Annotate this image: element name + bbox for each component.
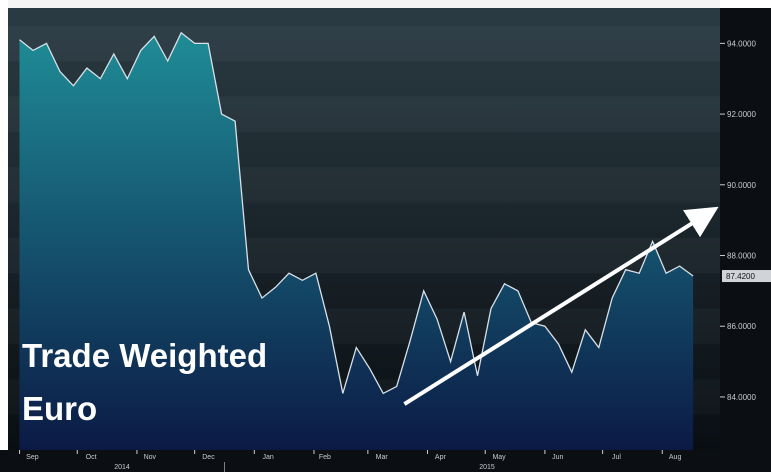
x-tick-label: Jun: [552, 454, 563, 461]
y-axis-background: [720, 8, 771, 450]
y-tick-label: 88.0000: [727, 252, 756, 261]
x-axis: Sep Oct Nov Dec Jan Feb Mar Apr May Jun Jul Aug 2014…: [0, 450, 771, 472]
x-tick-label: May: [492, 454, 506, 461]
x-axis-background: [0, 450, 771, 472]
y-axis: 94.0000 92.0000 90.0000 88.0000 86.0000 84.00…: [720, 8, 771, 450]
chart-overlay-title: Trade Weighted Euro: [22, 330, 267, 436]
series-area-fill: [19, 32, 694, 451]
last-value-label: 87.4200: [726, 272, 755, 281]
y-tick-label: 94.0000: [727, 39, 756, 48]
x-tick-label: Aug: [669, 454, 682, 461]
overlay-title-line-1: Trade Weighted: [22, 337, 268, 374]
x-tick-label: Nov: [144, 454, 157, 461]
y-tick-label: 86.0000: [727, 322, 756, 331]
x-tick-label: Dec: [202, 454, 215, 461]
last-value-box: [722, 270, 771, 283]
x-tick-label: Jul: [612, 454, 621, 461]
y-tick-label: 92.0000: [727, 110, 756, 119]
x-tick-label: Sep: [26, 454, 39, 461]
last-value-marker: 87.4200: [722, 270, 771, 283]
year-label: 2014: [114, 464, 130, 471]
x-tick-label: Jan: [262, 454, 273, 461]
y-tick-label: 84.0000: [727, 393, 756, 402]
x-tick-label: Feb: [319, 454, 331, 461]
x-tick-label: Mar: [376, 454, 389, 461]
overlay-title-line-2: Euro: [22, 389, 98, 427]
y-tick-label: 90.0000: [727, 181, 756, 190]
x-tick-label: Oct: [86, 454, 97, 461]
trend-arrow: [403, 206, 719, 406]
series-line: [19, 31, 694, 395]
x-tick-label: Apr: [435, 454, 447, 461]
year-label: 2015: [479, 464, 495, 471]
background-band: [8, 0, 720, 26]
